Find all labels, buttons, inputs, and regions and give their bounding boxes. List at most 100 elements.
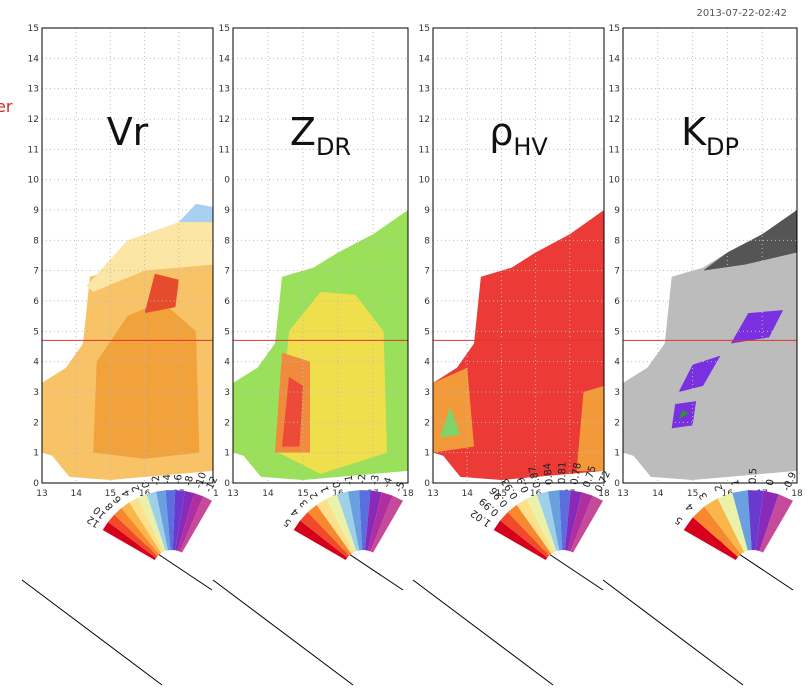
- y-tick-label: 1: [424, 449, 430, 459]
- colorbar-label: 2: [130, 483, 143, 493]
- y-tick-label: 6: [33, 297, 39, 307]
- radar-panel: 0123456789101112131415131415161718KDP543…: [602, 24, 803, 686]
- radar-field-patch: [678, 410, 690, 420]
- radar-field-patch: [282, 376, 303, 447]
- colorbar-segment: [326, 494, 357, 553]
- y-tick-label: 5: [424, 327, 430, 337]
- colorbar-label: 5: [673, 514, 685, 527]
- y-tick-label: 4: [224, 358, 230, 368]
- radar-field-patch: [178, 203, 213, 223]
- y-tick-label: 2: [614, 418, 620, 428]
- colorbar-segment: [129, 497, 164, 554]
- panel-title-main: Z: [290, 110, 316, 154]
- y-tick-label: 3: [614, 388, 620, 398]
- y-tick-label: 10: [419, 176, 431, 186]
- x-tick-label: 18: [791, 489, 803, 499]
- colorbar-segment: [692, 506, 741, 557]
- y-tick-label: 4: [614, 358, 620, 368]
- colorbar-segment: [177, 493, 204, 552]
- plot-frame: [432, 27, 605, 484]
- y-tick-label: 7: [614, 267, 620, 277]
- y-tick-label: 0: [33, 479, 39, 489]
- panel-title-subscript: HV: [513, 133, 548, 161]
- colorbar-label: 1: [319, 484, 332, 494]
- y-tick-label: 10: [28, 176, 40, 186]
- colorbar-label: -1: [344, 474, 356, 485]
- y-tick-label: 9: [614, 206, 620, 216]
- colorbar-segment: [567, 492, 593, 552]
- radar-field-patch: [433, 367, 475, 453]
- x-tick-label: 13: [617, 489, 628, 499]
- x-tick-label: 14: [70, 489, 82, 499]
- colorbar-segment: [493, 520, 548, 561]
- colorbar-segment: [146, 491, 168, 552]
- radar-panel: 0123456789101112131415131415161718ρHV1.0…: [412, 24, 613, 686]
- colorbar-segment: [507, 504, 552, 556]
- colorbar-segment: [564, 490, 582, 551]
- y-tick-label: 0: [614, 479, 620, 489]
- y-tick-label: 2: [33, 418, 39, 428]
- colorbar-segment: [516, 498, 554, 554]
- colorbar-segment: [137, 494, 166, 552]
- colorbar-segment: [300, 512, 350, 558]
- y-tick-label: 3: [33, 388, 39, 398]
- y-tick-label: 4: [33, 358, 39, 368]
- colorbar-segment: [536, 491, 560, 552]
- colorbar-segment: [717, 492, 748, 553]
- radar-panel: 012345678910111213141513141516171Vr12108…: [21, 24, 220, 686]
- colorbar-segment: [547, 490, 563, 551]
- y-tick-label: 12: [219, 115, 230, 125]
- colorbar-label: 0.84: [542, 462, 556, 485]
- x-tick-label: 13: [227, 489, 238, 499]
- colorbar-segment: [336, 491, 360, 552]
- radar-field-patch: [730, 310, 784, 344]
- colorbar-label: -2: [151, 475, 163, 486]
- x-tick-label: 13: [36, 489, 47, 499]
- y-tick-label: 11: [28, 145, 39, 155]
- y-tick-label: 14: [219, 54, 231, 64]
- colorbar-edge: [21, 579, 163, 686]
- colorbar-segment: [108, 514, 158, 558]
- y-tick-label: 14: [419, 54, 431, 64]
- colorbar-label: 0: [331, 480, 343, 489]
- y-tick-label: 1: [614, 449, 620, 459]
- colorbar-label: 1: [730, 478, 742, 486]
- colorbar-label: 2: [713, 482, 726, 492]
- colorbar-label: 2: [308, 490, 321, 501]
- colorbar-label: 0.81: [557, 462, 569, 485]
- colorbar-label: -2: [357, 474, 368, 484]
- x-tick-label: 18: [598, 489, 610, 499]
- colorbar-label: -8: [183, 475, 196, 487]
- y-tick-label: 5: [224, 327, 230, 337]
- y-tick-label: 0: [224, 479, 230, 489]
- colorbar-edge: [212, 579, 354, 686]
- colorbar-label: 4: [120, 488, 133, 499]
- colorbar-segment: [367, 492, 393, 552]
- colorbar-segment: [172, 490, 185, 551]
- radar-field: [433, 210, 604, 480]
- colorbar-edge: [602, 579, 744, 686]
- panel-title: Vr: [107, 110, 149, 154]
- colorbar-segment: [364, 490, 382, 551]
- timestamp: 2013-07-22-02:42: [696, 8, 787, 19]
- radar-field-patch: [576, 385, 604, 471]
- colorbar-label: -5: [393, 480, 407, 494]
- colorbar-segment: [359, 490, 371, 551]
- x-tick-label: 13: [427, 489, 438, 499]
- panel-title: KDP: [681, 110, 739, 161]
- radar-field-patch: [439, 407, 461, 438]
- y-tick-label: 5: [33, 327, 39, 337]
- x-tick-label: 1: [213, 489, 219, 499]
- colorbar-segment: [175, 491, 195, 551]
- y-tick-label: 9: [224, 206, 230, 216]
- y-tick-label: 9: [33, 206, 39, 216]
- panel-title-subscript: DR: [316, 133, 351, 161]
- colorbar-segment: [759, 494, 794, 553]
- x-tick-label: 18: [402, 489, 414, 499]
- colorbar-segment: [179, 496, 213, 553]
- panel-title-subscript: DP: [706, 133, 739, 161]
- y-tick-label: 13: [419, 85, 430, 95]
- colorbar-segment: [570, 495, 604, 553]
- colorbar-segment: [121, 502, 162, 555]
